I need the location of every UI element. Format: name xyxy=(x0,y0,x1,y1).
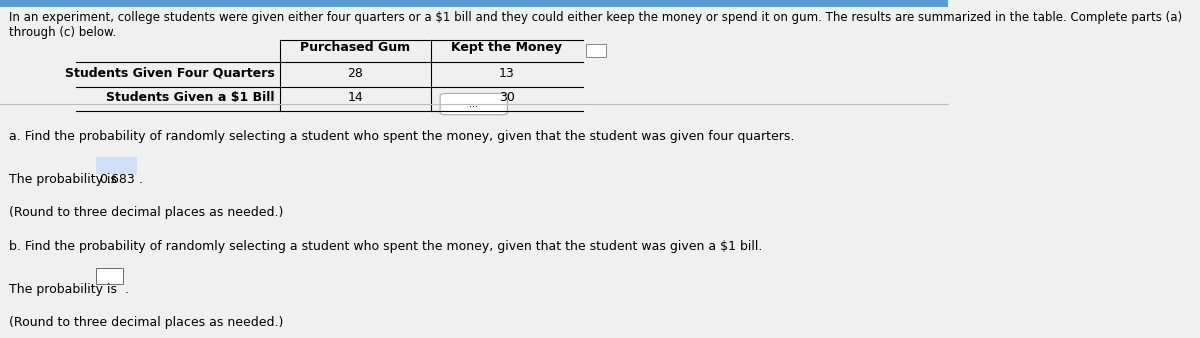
Text: 13: 13 xyxy=(499,67,515,80)
Text: 28: 28 xyxy=(348,67,364,80)
Text: In an experiment, college students were given either four quarters or a $1 bill : In an experiment, college students were … xyxy=(10,10,1183,39)
Text: a. Find the probability of randomly selecting a student who spent the money, giv: a. Find the probability of randomly sele… xyxy=(10,130,794,143)
Text: 30: 30 xyxy=(499,91,515,104)
Text: (Round to three decimal places as needed.): (Round to three decimal places as needed… xyxy=(10,206,284,219)
Text: The probability is: The probability is xyxy=(10,283,121,296)
Text: Students Given Four Quarters: Students Given Four Quarters xyxy=(65,67,275,80)
Text: The probability is: The probability is xyxy=(10,173,121,186)
FancyBboxPatch shape xyxy=(440,93,508,115)
FancyBboxPatch shape xyxy=(0,0,948,7)
Text: 14: 14 xyxy=(348,91,364,104)
Text: Students Given a $1 Bill: Students Given a $1 Bill xyxy=(107,91,275,104)
Text: Kept the Money: Kept the Money xyxy=(451,41,563,54)
Text: 0.683: 0.683 xyxy=(98,173,134,186)
FancyBboxPatch shape xyxy=(586,44,606,56)
Text: ...: ... xyxy=(469,99,479,109)
FancyBboxPatch shape xyxy=(96,157,137,174)
Text: Purchased Gum: Purchased Gum xyxy=(300,41,410,54)
Text: b. Find the probability of randomly selecting a student who spent the money, giv: b. Find the probability of randomly sele… xyxy=(10,240,763,253)
FancyBboxPatch shape xyxy=(96,268,124,285)
Text: (Round to three decimal places as needed.): (Round to three decimal places as needed… xyxy=(10,316,284,329)
Text: .: . xyxy=(124,283,128,296)
Text: .: . xyxy=(138,173,143,186)
